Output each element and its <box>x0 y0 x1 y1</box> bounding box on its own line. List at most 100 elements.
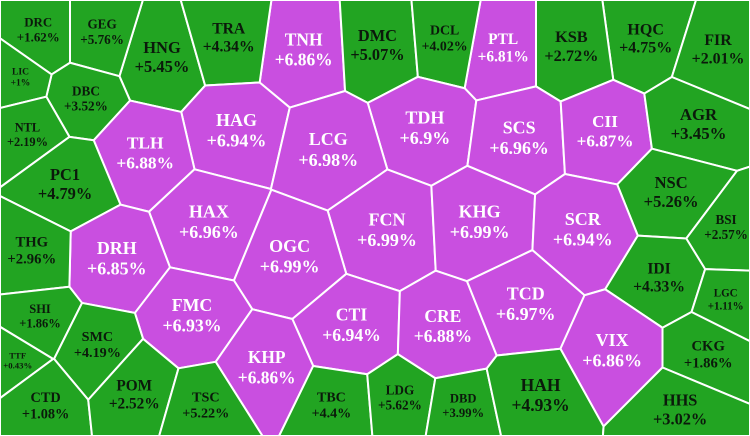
ticker: KHG <box>459 201 501 221</box>
change-label: +4.34% <box>203 39 255 56</box>
ticker: TBC <box>317 390 346 405</box>
ticker: LIC <box>12 67 29 78</box>
ticker: TSC <box>192 389 220 405</box>
change-label: +1% <box>11 78 31 89</box>
change-label: +6.88% <box>116 153 174 172</box>
ticker: DCL <box>430 23 459 38</box>
change-label: +4.02% <box>422 39 468 54</box>
change-label: +3.99% <box>442 406 484 420</box>
ticker: SHI <box>29 302 51 316</box>
ticker: POM <box>116 378 152 395</box>
ticker: SCS <box>503 117 536 137</box>
ticker: DBC <box>72 83 100 98</box>
change-label: +6.93% <box>162 316 221 336</box>
change-label: +2.57% <box>704 227 748 242</box>
ticker: CTI <box>336 304 368 324</box>
ticker: CRE <box>424 306 461 326</box>
cell <box>661 311 750 405</box>
change-label: +6.86% <box>275 50 333 70</box>
change-label: +4.33% <box>633 278 685 295</box>
change-label: +4.75% <box>619 40 672 57</box>
change-label: +2.52% <box>109 395 160 412</box>
change-label: +6.86% <box>582 351 642 371</box>
change-label: +3.02% <box>653 409 707 428</box>
ticker: HHS <box>663 391 698 410</box>
change-label: +6.99% <box>260 257 320 277</box>
ticker: PTL <box>488 31 518 48</box>
ticker: TDH <box>405 107 444 127</box>
ticker: HNG <box>143 38 181 57</box>
change-label: +3.52% <box>64 99 108 114</box>
ticker: TLH <box>127 133 164 152</box>
cell <box>601 366 750 436</box>
ticker: CII <box>592 112 618 131</box>
ticker: VIX <box>596 330 629 350</box>
change-label: +6.97% <box>496 304 556 324</box>
change-label: +4.4% <box>312 406 351 421</box>
ticker: KHP <box>248 347 286 367</box>
ticker: FMC <box>172 295 213 315</box>
change-label: +1.62% <box>17 29 60 44</box>
change-label: +6.85% <box>87 258 146 278</box>
change-label: +6.96% <box>489 138 548 158</box>
change-label: +6.86% <box>238 367 296 387</box>
ticker: HQC <box>627 21 663 38</box>
change-label: +5.45% <box>135 57 190 76</box>
change-label: +1.86% <box>684 356 733 372</box>
ticker: HAH <box>521 375 561 395</box>
cell <box>158 360 264 436</box>
ticker: TNH <box>285 29 323 49</box>
ticker: LCG <box>309 129 348 149</box>
ticker: FCN <box>369 209 406 229</box>
change-label: +6.9% <box>399 128 450 148</box>
ticker: SCR <box>565 209 602 229</box>
ticker: IDI <box>647 261 670 278</box>
change-label: +6.99% <box>450 222 510 242</box>
ticker: KSB <box>555 27 588 46</box>
ticker: HAG <box>216 110 257 130</box>
ticker: HAX <box>189 201 229 221</box>
change-label: +2.72% <box>544 46 598 65</box>
ticker: PC1 <box>50 165 80 184</box>
ticker: NSC <box>655 173 688 192</box>
change-label: +1.86% <box>19 316 61 330</box>
change-label: +6.94% <box>207 131 267 151</box>
change-label: +5.22% <box>182 406 229 422</box>
change-label: +4.79% <box>38 184 92 203</box>
change-label: +5.26% <box>644 192 699 211</box>
change-label: +3.45% <box>671 124 727 143</box>
ticker: DMC <box>358 26 397 45</box>
ticker: BSI <box>716 212 737 227</box>
ticker: CTD <box>31 390 61 406</box>
ticker: GEG <box>87 17 116 32</box>
ticker: TCD <box>507 283 545 303</box>
change-label: +0.43% <box>3 361 32 371</box>
change-label: +5.62% <box>378 398 422 413</box>
change-label: +2.01% <box>692 50 745 67</box>
change-label: +1.11% <box>708 300 744 312</box>
ticker: LGC <box>714 288 738 300</box>
ticker: TTF <box>9 351 26 361</box>
ticker: DBD <box>450 392 477 406</box>
ticker: DRH <box>97 238 137 258</box>
change-label: +1.08% <box>22 406 69 422</box>
ticker: TRA <box>212 21 246 38</box>
ticker: LDG <box>386 383 415 398</box>
change-label: +6.98% <box>298 150 358 170</box>
ticker: DRC <box>24 15 52 30</box>
ticker: SMC <box>82 329 113 345</box>
ticker: NTL <box>15 121 40 135</box>
cell <box>670 0 750 111</box>
change-label: +6.81% <box>478 49 529 66</box>
ticker: CKG <box>691 339 724 355</box>
ticker: FIR <box>704 32 732 49</box>
change-label: +6.99% <box>357 230 417 250</box>
change-label: +6.94% <box>322 325 381 345</box>
change-label: +2.96% <box>7 252 56 268</box>
change-label: +2.19% <box>7 135 48 149</box>
ticker: THG <box>15 235 48 251</box>
change-label: +4.93% <box>512 395 570 415</box>
change-label: +6.96% <box>179 222 239 242</box>
ticker: AGR <box>680 105 718 124</box>
